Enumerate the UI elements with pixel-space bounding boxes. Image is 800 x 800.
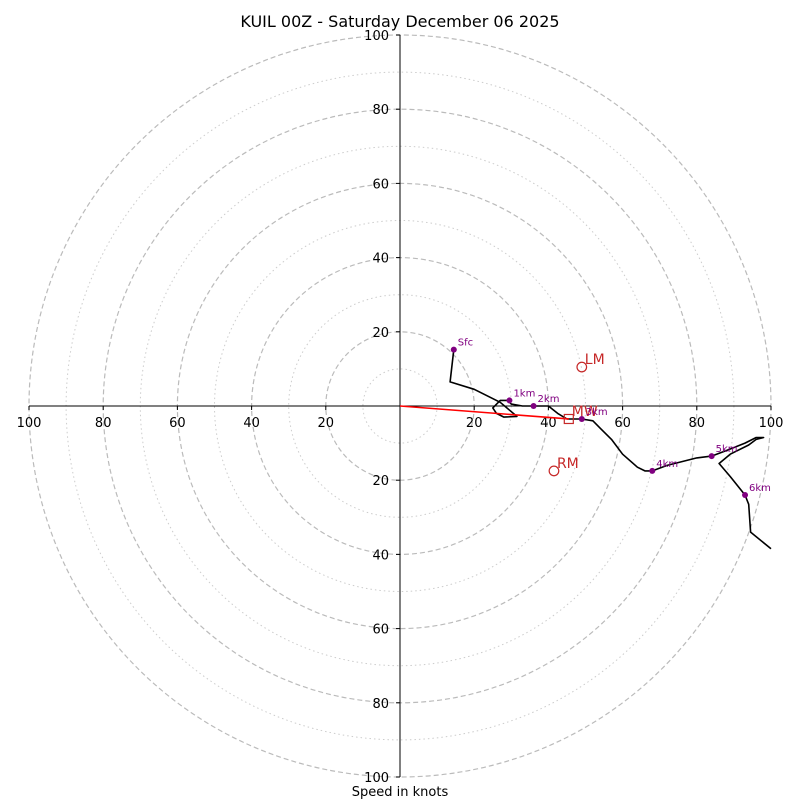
lm-label: LM: [585, 352, 605, 368]
y-tick-label: 40: [372, 548, 389, 563]
y-tick-label: 60: [372, 623, 389, 638]
tick-labels: 100 80 60 40 20 20 40 60 80 100 100 80 60 40 20 20 40 60 8…: [17, 29, 784, 786]
y-tick-label: 100: [364, 29, 389, 44]
lm-marker: [576, 361, 588, 373]
y-tick-label: 80: [372, 103, 389, 118]
rm-marker: [548, 465, 560, 477]
y-tick-label: 20: [372, 326, 389, 341]
height-label-1km: 1km: [513, 388, 535, 399]
chart-title: KUIL 00Z - Saturday December 06 2025: [240, 12, 559, 31]
y-tick-label: 60: [372, 177, 389, 192]
x-tick-label: 100: [759, 416, 784, 431]
height-point-6km: [742, 492, 749, 499]
x-axis-label: Speed in knots: [352, 785, 449, 800]
height-label-4km: 4km: [656, 459, 678, 470]
mw-label: MW: [572, 404, 598, 420]
x-tick-label: 80: [95, 416, 112, 431]
height-point-sfc: [450, 346, 457, 353]
height-point-5km: [708, 453, 715, 460]
height-label-3km: 3km: [586, 407, 608, 418]
x-tick-label: 80: [689, 416, 706, 431]
height-label-2km: 2km: [538, 394, 560, 405]
x-tick-label: 20: [318, 416, 335, 431]
height-label-5km: 5km: [716, 444, 738, 455]
height-point-1km: [506, 397, 513, 404]
shear-vector-line: [399, 405, 569, 420]
y-tick-label: 100: [364, 771, 389, 786]
height-point-4km: [649, 467, 656, 474]
height-point-2km: [530, 403, 537, 409]
x-tick-label: 40: [540, 416, 557, 431]
x-tick-label: 20: [466, 416, 483, 431]
y-tick-label: 80: [372, 697, 389, 712]
hodograph-trace-layer: [449, 349, 772, 550]
height-label-6km: 6km: [749, 483, 771, 494]
hodograph-trace: [449, 349, 772, 550]
y-tick-label: 40: [372, 252, 389, 267]
x-tick-label: 60: [169, 416, 186, 431]
x-tick-label: 100: [17, 416, 42, 431]
height-label-sfc: Sfc: [458, 338, 473, 349]
rm-label: RM: [557, 456, 579, 472]
y-tick-label: 20: [372, 474, 389, 489]
mw-marker: [563, 413, 574, 425]
height-point-3km: [578, 415, 585, 422]
x-tick-label: 40: [243, 416, 260, 431]
x-tick-label: 60: [614, 416, 631, 431]
